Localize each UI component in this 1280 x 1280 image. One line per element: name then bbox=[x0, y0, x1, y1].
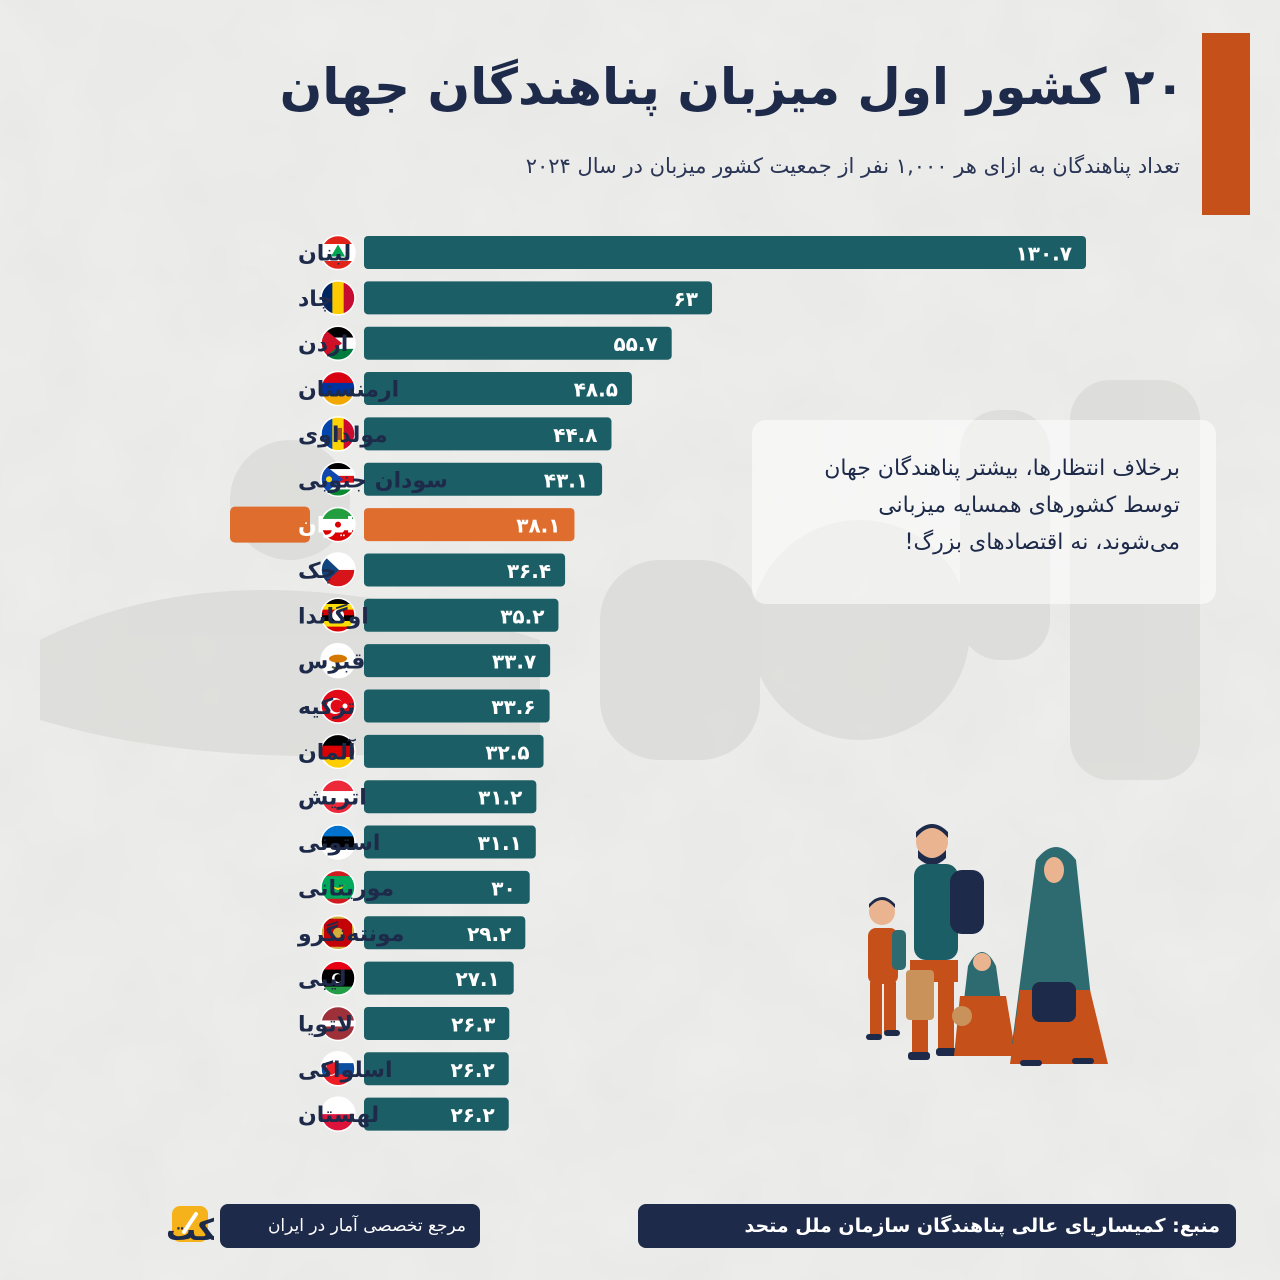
data-label: ۳۵.۲ bbox=[500, 604, 544, 628]
reference-badge: مرجع تخصصی آمار در ایران bbox=[220, 1204, 480, 1248]
data-label: ۳۳.۶ bbox=[491, 695, 535, 719]
category-label: لیبی bbox=[298, 967, 346, 992]
bar bbox=[364, 916, 526, 950]
category-label: مولداوی bbox=[298, 423, 388, 448]
bar bbox=[364, 236, 1086, 269]
source-badge: منبع: کمیساریای عالی پناهندگان سازمان مل… bbox=[638, 1204, 1236, 1248]
bar bbox=[364, 281, 713, 315]
boy-figure-icon bbox=[866, 897, 906, 1040]
data-label: ۲۶.۳ bbox=[451, 1012, 495, 1036]
category-label: ارمنستان bbox=[298, 378, 399, 403]
bar bbox=[364, 1097, 509, 1131]
bar bbox=[364, 961, 514, 995]
bar bbox=[364, 780, 537, 814]
girl-figure-icon bbox=[952, 952, 1016, 1056]
category-label: لهستان bbox=[298, 1103, 379, 1128]
bar bbox=[364, 598, 559, 632]
data-label: ۲۹.۲ bbox=[467, 922, 511, 946]
bar bbox=[364, 1052, 509, 1086]
data-label: ۲۶.۲ bbox=[451, 1103, 495, 1127]
refugee-family-illustration bbox=[866, 824, 1108, 1066]
data-label: ۳۶.۴ bbox=[507, 559, 551, 583]
south-sudan-flag-icon bbox=[320, 461, 356, 497]
montenegro-flag-icon bbox=[320, 915, 356, 951]
chart-title: ۲۰ کشور اول میزبان پناهندگان جهان bbox=[279, 58, 1185, 116]
mauritania-flag-icon bbox=[320, 869, 356, 906]
note-line: برخلاف انتظارها، بیشتر پناهندگان جهان bbox=[824, 456, 1180, 481]
bar bbox=[364, 462, 603, 496]
latvia-flag-icon bbox=[320, 1005, 356, 1042]
bar bbox=[364, 553, 566, 587]
bar bbox=[364, 372, 632, 406]
bar bbox=[364, 326, 672, 360]
man-figure-icon bbox=[906, 824, 984, 1060]
data-label: ۳۱.۲ bbox=[478, 786, 522, 810]
category-label: ترکیه bbox=[298, 695, 355, 720]
iran-flag-icon bbox=[320, 506, 356, 543]
bar bbox=[364, 644, 551, 678]
note-line: توسط کشورهای همسایه میزبانی bbox=[878, 493, 1180, 518]
jordan-flag-icon bbox=[320, 325, 356, 361]
category-label: اسلواکی bbox=[298, 1058, 393, 1083]
category-label: قبرس bbox=[298, 650, 365, 675]
bar bbox=[364, 870, 530, 904]
logo-text: آمارفکت bbox=[166, 1211, 214, 1248]
category-label: استونی bbox=[298, 831, 380, 856]
bar bbox=[364, 825, 536, 859]
poland-flag-icon bbox=[320, 1096, 356, 1132]
data-label: ۳۸.۱ bbox=[516, 514, 560, 538]
bar bbox=[364, 1006, 510, 1040]
bar bbox=[364, 417, 612, 451]
accent-bar bbox=[1202, 33, 1250, 215]
chart-subtitle: تعداد پناهندگان به ازای هر ۱,۰۰۰ نفر از … bbox=[525, 154, 1180, 178]
site-logo: آمارفکت bbox=[166, 1206, 214, 1248]
note-line: می‌شوند، نه اقتصادهای بزرگ! bbox=[904, 530, 1180, 555]
woman-figure-icon bbox=[1010, 847, 1108, 1066]
bar bbox=[364, 734, 544, 768]
estonia-flag-icon bbox=[320, 824, 356, 860]
bar bbox=[364, 689, 550, 723]
data-label: ۴۸.۵ bbox=[574, 378, 618, 402]
category-label: چاد bbox=[298, 287, 333, 312]
category-label: اتریش bbox=[298, 786, 367, 811]
data-label: ۳۰ bbox=[491, 876, 515, 900]
category-label: لاتویا bbox=[298, 1012, 353, 1037]
data-label: ۵۵.۷ bbox=[613, 332, 657, 356]
category-label: چک bbox=[298, 559, 336, 584]
libya-flag-icon bbox=[320, 960, 356, 996]
chad-flag-icon bbox=[320, 280, 356, 316]
data-label: ۳۲.۵ bbox=[485, 740, 529, 764]
category-label: اوگاندا bbox=[298, 602, 369, 629]
germany-flag-icon bbox=[320, 733, 356, 770]
category-label: آلمان bbox=[298, 737, 356, 765]
highlight-label-background bbox=[230, 506, 310, 543]
uganda-flag-icon bbox=[320, 597, 356, 634]
lebanon-flag-icon bbox=[320, 234, 356, 271]
moldova-flag-icon bbox=[320, 416, 356, 452]
category-label: سودان جنوبی bbox=[298, 468, 448, 493]
data-label: ۱۳۰.۷ bbox=[1016, 242, 1072, 266]
data-label: ۲۷.۱ bbox=[455, 967, 499, 991]
armenia-flag-icon bbox=[320, 370, 356, 407]
category-label: اردن bbox=[298, 332, 348, 357]
cyprus-flag-icon bbox=[320, 642, 356, 679]
data-label: ۳۱.۱ bbox=[478, 831, 522, 855]
data-label: ۶۳ bbox=[674, 287, 698, 311]
category-label: ایران bbox=[298, 514, 354, 539]
turkey-flag-icon bbox=[320, 688, 356, 724]
data-label: ۴۴.۸ bbox=[553, 423, 597, 447]
category-label: موریتانی bbox=[298, 876, 394, 901]
category-label: مونته‌نگرو bbox=[297, 920, 404, 947]
data-label: ۳۳.۷ bbox=[492, 650, 536, 674]
category-label: لبنان bbox=[298, 242, 351, 267]
data-label: ۴۳.۱ bbox=[544, 468, 588, 492]
callout-note: برخلاف انتظارها، بیشتر پناهندگان جهان تو… bbox=[752, 420, 1216, 604]
slovakia-flag-icon bbox=[320, 1051, 356, 1087]
austria-flag-icon bbox=[320, 778, 356, 815]
bar bbox=[364, 508, 575, 542]
czechia-flag-icon bbox=[320, 552, 356, 588]
data-label: ۲۶.۲ bbox=[451, 1058, 495, 1082]
